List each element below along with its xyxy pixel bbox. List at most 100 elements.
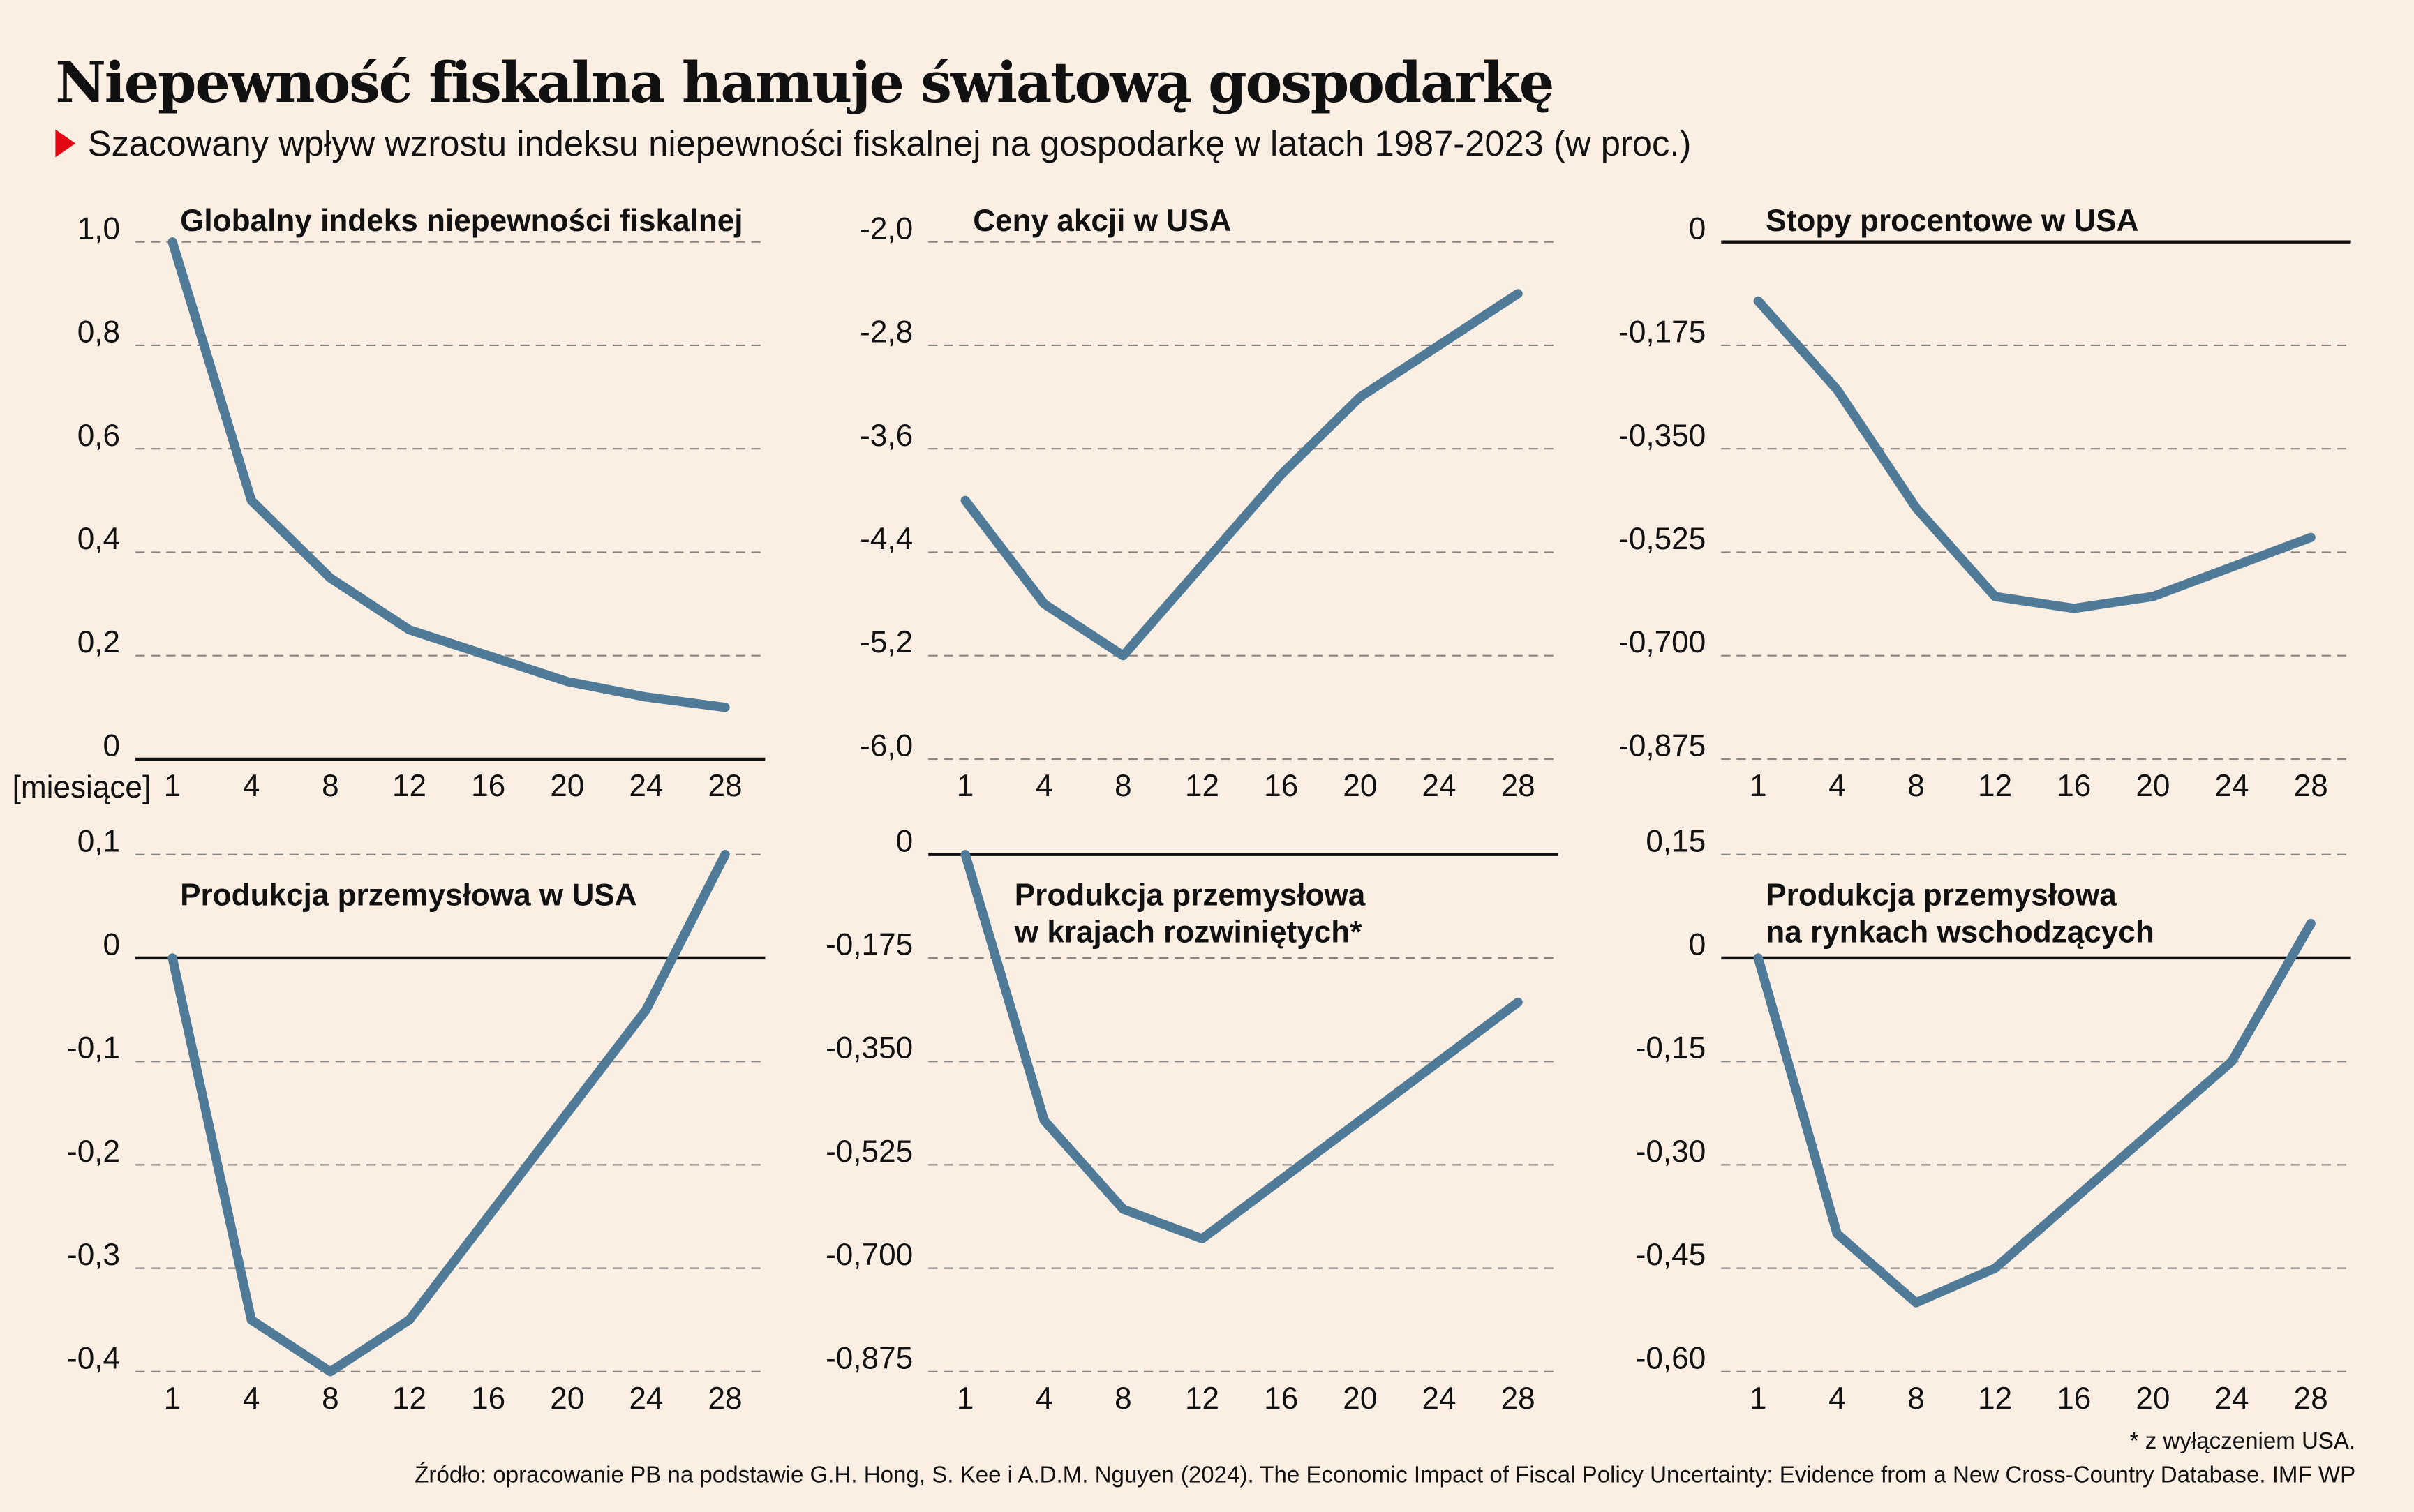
panel-title: Stopy procentowe w USA — [1766, 204, 2138, 238]
panel-3: 0 -0,175 -0,350 -0,525 -0,700 -0,875 1 4 8 12 16 20… — [1618, 204, 2351, 803]
panel-6: 0,15 0 -0,15 -0,30 -0,45 -0,60 1 4 8 12 16 20 24 28 Pr… — [1636, 824, 2351, 1416]
y-tick-label: -2,0 — [860, 211, 913, 246]
x-tick-label: 24 — [2215, 769, 2249, 803]
x-tick-label: 4 — [1828, 1382, 1846, 1416]
x-tick-label: 24 — [1422, 769, 1456, 803]
x-tick-label: 28 — [708, 769, 742, 803]
y-tick-label: -0,30 — [1636, 1135, 1706, 1169]
x-tick-label: 1 — [164, 1382, 181, 1416]
y-tick-label: -0,15 — [1636, 1031, 1706, 1065]
y-tick-label: 0 — [1689, 211, 1706, 246]
y-tick-label: -0,350 — [826, 1031, 913, 1065]
x-tick-label: 20 — [2136, 769, 2170, 803]
series-line — [1753, 918, 2316, 1308]
x-tick-label: 16 — [471, 769, 505, 803]
panel-4: 0,1 0 -0,1 -0,2 -0,3 -0,4 1 4 8 12 16 20 24 28 Produkc… — [67, 824, 766, 1416]
x-tick-label: 16 — [471, 1382, 505, 1416]
y-tick-label: 0 — [896, 824, 914, 858]
x-tick-label: 12 — [1978, 1382, 2012, 1416]
x-tick-label: 1 — [164, 769, 181, 803]
x-tick-label: 4 — [1828, 769, 1846, 803]
panel-title: Produkcja przemysłowa w USA — [180, 878, 637, 912]
x-tick-label: 1 — [957, 769, 974, 803]
x-tick-label: 16 — [2057, 1382, 2091, 1416]
y-tick-label: -0,700 — [826, 1238, 913, 1272]
x-tick-label: 8 — [1115, 769, 1132, 803]
chart-subtitle: Szacowany wpływ wzrostu indeksu niepewno… — [88, 123, 1692, 163]
x-unit-label: [miesiące] — [13, 770, 151, 804]
series-line — [167, 850, 730, 1377]
y-tick-label: 0,1 — [77, 824, 120, 858]
x-tick-label: 24 — [629, 769, 663, 803]
panel-title: w krajach rozwiniętych* — [1014, 915, 1362, 949]
y-tick-label: -0,525 — [826, 1135, 913, 1169]
series-line — [960, 850, 1523, 1243]
x-tick-label: 12 — [392, 769, 426, 803]
y-tick-label: -2,8 — [860, 315, 913, 350]
x-tick-label: 8 — [322, 1382, 339, 1416]
y-tick-label: -0,45 — [1636, 1238, 1706, 1272]
x-tick-label: 20 — [550, 769, 584, 803]
y-tick-label: -0,3 — [67, 1238, 120, 1272]
x-tick-label: 28 — [1501, 769, 1535, 803]
y-tick-label: 1,0 — [77, 211, 120, 246]
y-tick-label: 0,2 — [77, 625, 120, 659]
y-tick-label: -0,350 — [1618, 419, 1706, 453]
x-tick-label: 28 — [1501, 1382, 1535, 1416]
x-tick-label: 1 — [1750, 769, 1767, 803]
x-tick-label: 12 — [1978, 769, 2012, 803]
panel-title: na rynkach wschodzących — [1766, 915, 2154, 949]
y-tick-label: -0,175 — [1618, 315, 1706, 350]
y-tick-label: -0,60 — [1636, 1341, 1706, 1375]
y-tick-label: 0 — [103, 928, 121, 962]
y-tick-label: -3,6 — [860, 419, 913, 453]
x-tick-label: 16 — [2057, 769, 2091, 803]
x-tick-label: 12 — [1185, 1382, 1219, 1416]
y-tick-label: -0,525 — [1618, 522, 1706, 556]
panel-2: -2,0 -2,8 -3,6 -4,4 -5,2 -6,0 1 4 8 12 16 20 24 28 Cen… — [860, 204, 1558, 803]
x-tick-label: 8 — [1907, 1382, 1925, 1416]
x-tick-label: 24 — [1422, 1382, 1456, 1416]
y-tick-label: -0,875 — [1618, 729, 1706, 763]
x-tick-label: 28 — [708, 1382, 742, 1416]
x-tick-label: 24 — [629, 1382, 663, 1416]
y-tick-label: -0,2 — [67, 1135, 120, 1169]
x-tick-label: 16 — [1264, 1382, 1298, 1416]
footnote: * z wyłączeniem USA. — [2130, 1428, 2356, 1454]
x-tick-label: 12 — [392, 1382, 426, 1416]
y-tick-label: -0,175 — [826, 928, 913, 962]
series-line — [167, 237, 730, 712]
x-tick-label: 20 — [1343, 769, 1377, 803]
x-tick-label: 20 — [1343, 1382, 1377, 1416]
y-tick-label: 0,8 — [77, 315, 120, 350]
y-tick-label: 0 — [103, 729, 121, 763]
x-tick-label: 12 — [1185, 769, 1219, 803]
panel-title: Produkcja przemysłowa — [1015, 878, 1366, 912]
x-tick-label: 4 — [1036, 1382, 1053, 1416]
y-tick-label: -0,875 — [826, 1341, 913, 1375]
x-tick-label: 28 — [2294, 1382, 2328, 1416]
y-tick-label: 0,15 — [1646, 824, 1706, 858]
x-tick-label: 1 — [1750, 1382, 1767, 1416]
panel-title: Ceny akcji w USA — [973, 204, 1231, 238]
x-tick-label: 8 — [322, 769, 339, 803]
x-tick-label: 4 — [1036, 769, 1053, 803]
x-tick-label: 20 — [550, 1382, 584, 1416]
x-tick-label: 1 — [957, 1382, 974, 1416]
x-tick-label: 4 — [243, 1382, 260, 1416]
x-tick-label: 20 — [2136, 1382, 2170, 1416]
x-tick-label: 8 — [1115, 1382, 1132, 1416]
series-line — [960, 289, 1523, 661]
y-tick-label: -6,0 — [860, 729, 913, 763]
x-tick-label: 4 — [243, 769, 260, 803]
chart-title: Niepewność fiskalna hamuje światową gosp… — [55, 50, 1553, 115]
y-tick-label: -4,4 — [860, 522, 913, 556]
x-tick-label: 24 — [2215, 1382, 2249, 1416]
source-note: Źródło: opracowanie PB na podstawie G.H.… — [415, 1462, 2355, 1488]
panel-title: Globalny indeks niepewności fiskalnej — [180, 204, 743, 238]
y-tick-label: -0,4 — [67, 1341, 120, 1375]
y-tick-label: -0,700 — [1618, 625, 1706, 659]
y-tick-label: 0,6 — [77, 419, 120, 453]
y-tick-label: -0,1 — [67, 1031, 120, 1065]
